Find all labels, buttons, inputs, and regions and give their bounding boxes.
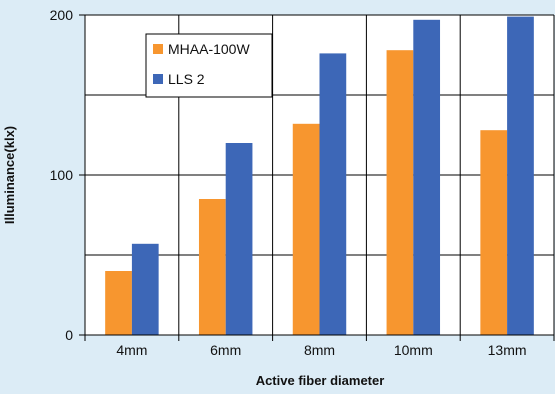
legend-label-lls-2: LLS 2 <box>168 71 205 87</box>
x-axis-title: Active fiber diameter <box>256 373 385 388</box>
bar-lls-2-8mm <box>319 53 347 336</box>
bar-mhaa-100w-6mm <box>198 199 226 335</box>
y-tick-label: 200 <box>50 7 74 23</box>
bar-mhaa-100w-13mm <box>480 130 508 335</box>
x-tick-label: 10mm <box>394 342 433 358</box>
bar-mhaa-100w-8mm <box>292 123 320 335</box>
x-tick-label: 13mm <box>488 342 527 358</box>
y-tick-labels: 0 100 200 <box>50 7 74 343</box>
y-tick-label: 0 <box>65 327 73 343</box>
x-tick-label: 6mm <box>210 342 241 358</box>
legend-box <box>145 33 273 98</box>
legend: MHAA-100W LLS 2 <box>145 33 273 98</box>
x-tick-label: 8mm <box>304 342 335 358</box>
y-axis-title: Illuminance(klx) <box>2 126 17 224</box>
bar-lls-2-6mm <box>225 143 253 335</box>
legend-swatch-lls-2 <box>153 74 163 84</box>
x-tick-labels: 4mm 6mm 8mm 10mm 13mm <box>116 342 526 358</box>
y-tick-label: 100 <box>50 167 74 183</box>
legend-swatch-mhaa-100w <box>153 44 163 54</box>
bar-lls-2-10mm <box>413 19 441 336</box>
bars <box>105 16 534 336</box>
bar-mhaa-100w-4mm <box>105 271 132 335</box>
legend-label-mhaa-100w: MHAA-100W <box>168 41 250 57</box>
bar-lls-2-13mm <box>507 16 534 335</box>
x-tick-label: 4mm <box>116 342 147 358</box>
axes <box>79 14 555 341</box>
bar-lls-2-4mm <box>131 243 159 335</box>
bar-mhaa-100w-10mm <box>386 50 414 335</box>
